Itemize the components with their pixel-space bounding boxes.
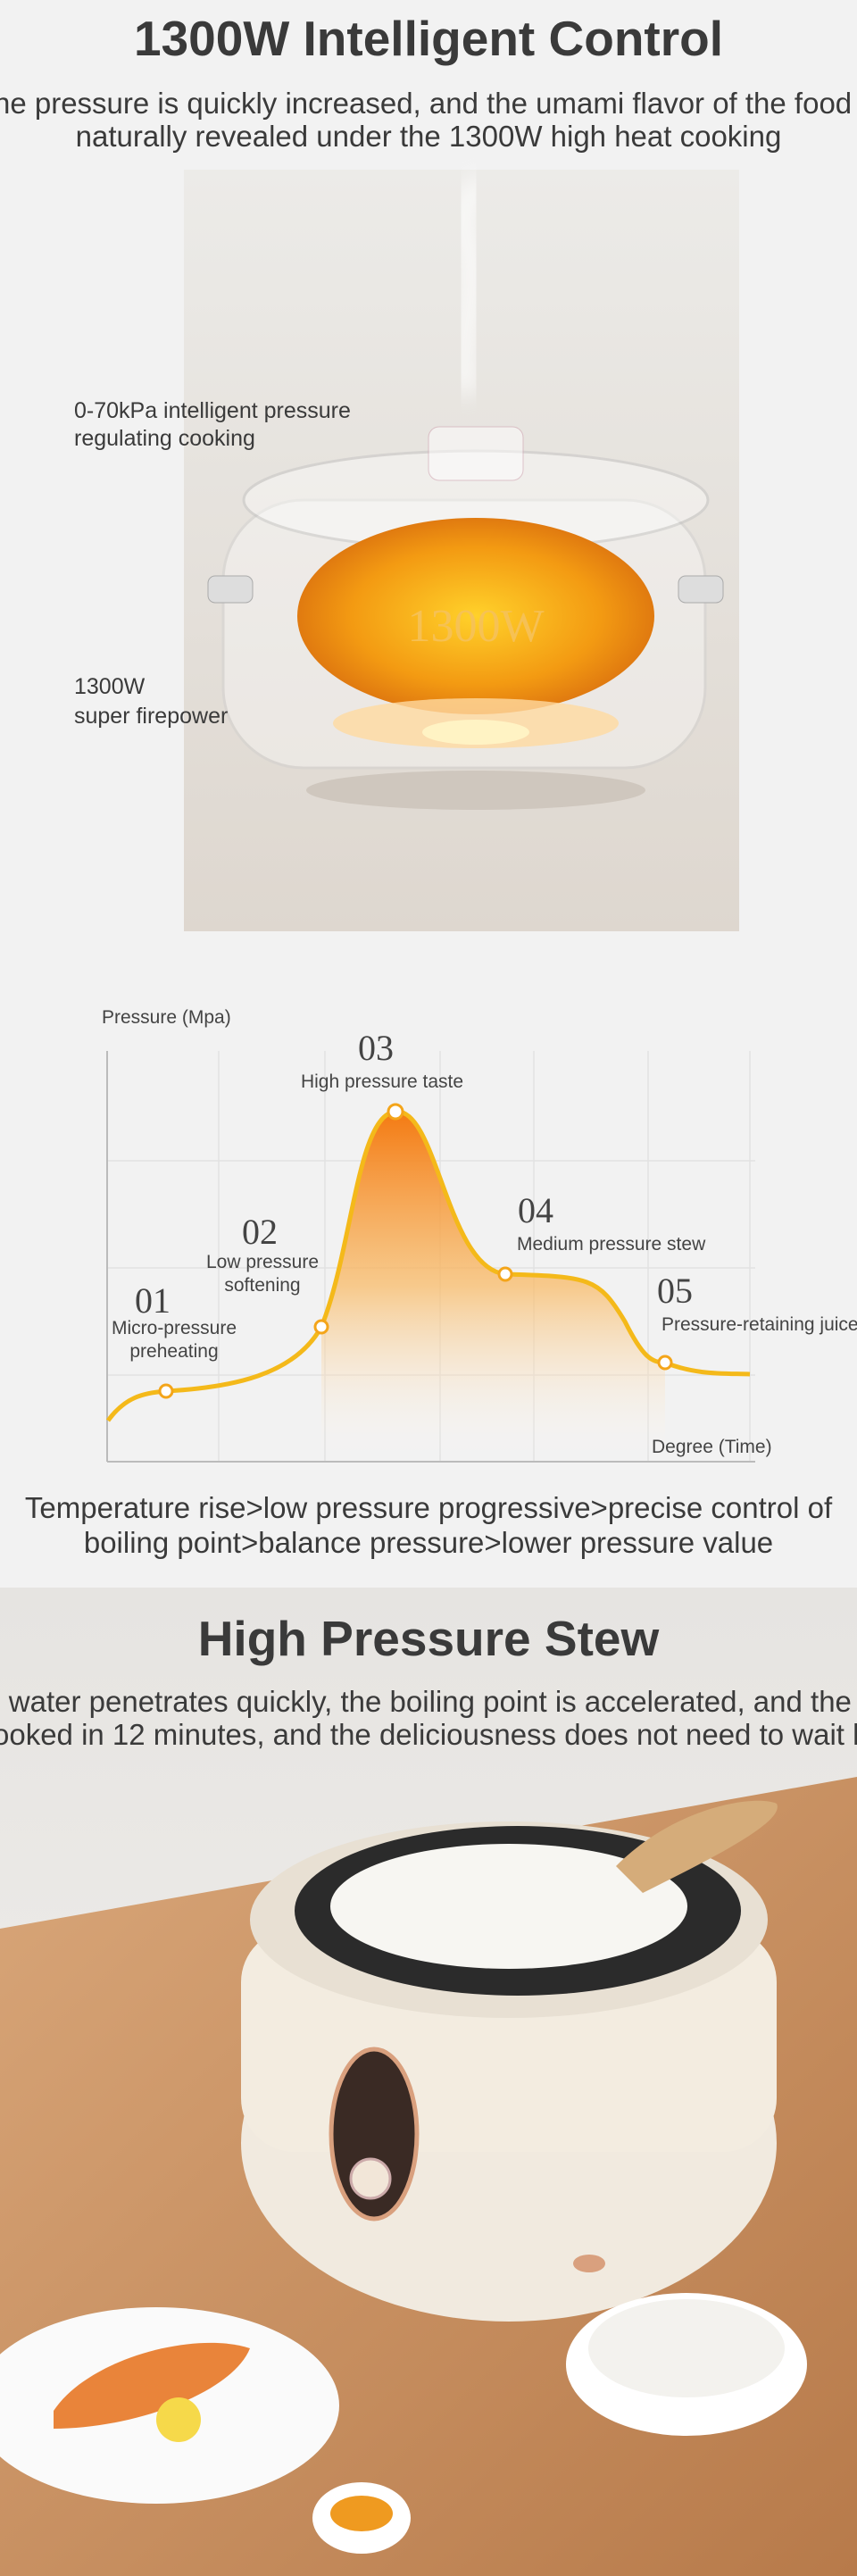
stage-label: Pressure-retaining juice (661, 1314, 857, 1335)
axis-label: Degree (Time) (652, 1437, 772, 1457)
caption: Temperature rise>low pressure progressiv… (25, 1491, 833, 1524)
stage-number: 01 (135, 1280, 171, 1321)
feature-label: 0-70kPa intelligent pressure (74, 398, 351, 423)
stage-number: 04 (518, 1190, 553, 1230)
subtitle: naturally revealed under the 1300W high … (76, 120, 782, 153)
caption: boiling point>balance pressure>lower pre… (84, 1526, 773, 1559)
stage-label: Micro-pressure (112, 1318, 237, 1338)
title: 1300W Intelligent Control (134, 11, 723, 66)
stage-label: softening (224, 1275, 300, 1296)
stage-label: preheating (129, 1341, 218, 1362)
stage-label: High pressure taste (301, 1071, 463, 1092)
product-image: 1300W (184, 170, 739, 931)
feature-label: 1300W (74, 674, 146, 699)
axis-label: Pressure (Mpa) (102, 1007, 231, 1028)
stage-number: 03 (358, 1028, 394, 1068)
stage-number: 02 (242, 1212, 278, 1252)
stage-label: Low pressure (206, 1252, 319, 1272)
product-photo (0, 1588, 857, 2576)
feature-label: regulating cooking (74, 426, 255, 451)
section-text: is cooked in 12 minutes, and the delicio… (0, 1718, 857, 1751)
stage-number: 05 (657, 1271, 693, 1311)
feature-label: super firepower (74, 704, 228, 729)
section-text: The water penetrates quickly, the boilin… (0, 1685, 857, 1718)
section-title: High Pressure Stew (198, 1611, 660, 1666)
subtitle: The pressure is quickly increased, and t… (0, 87, 857, 120)
pressure-curve (105, 1051, 755, 1463)
stage-label: Medium pressure stew (517, 1234, 706, 1255)
pot-text: 1300W (407, 601, 544, 652)
